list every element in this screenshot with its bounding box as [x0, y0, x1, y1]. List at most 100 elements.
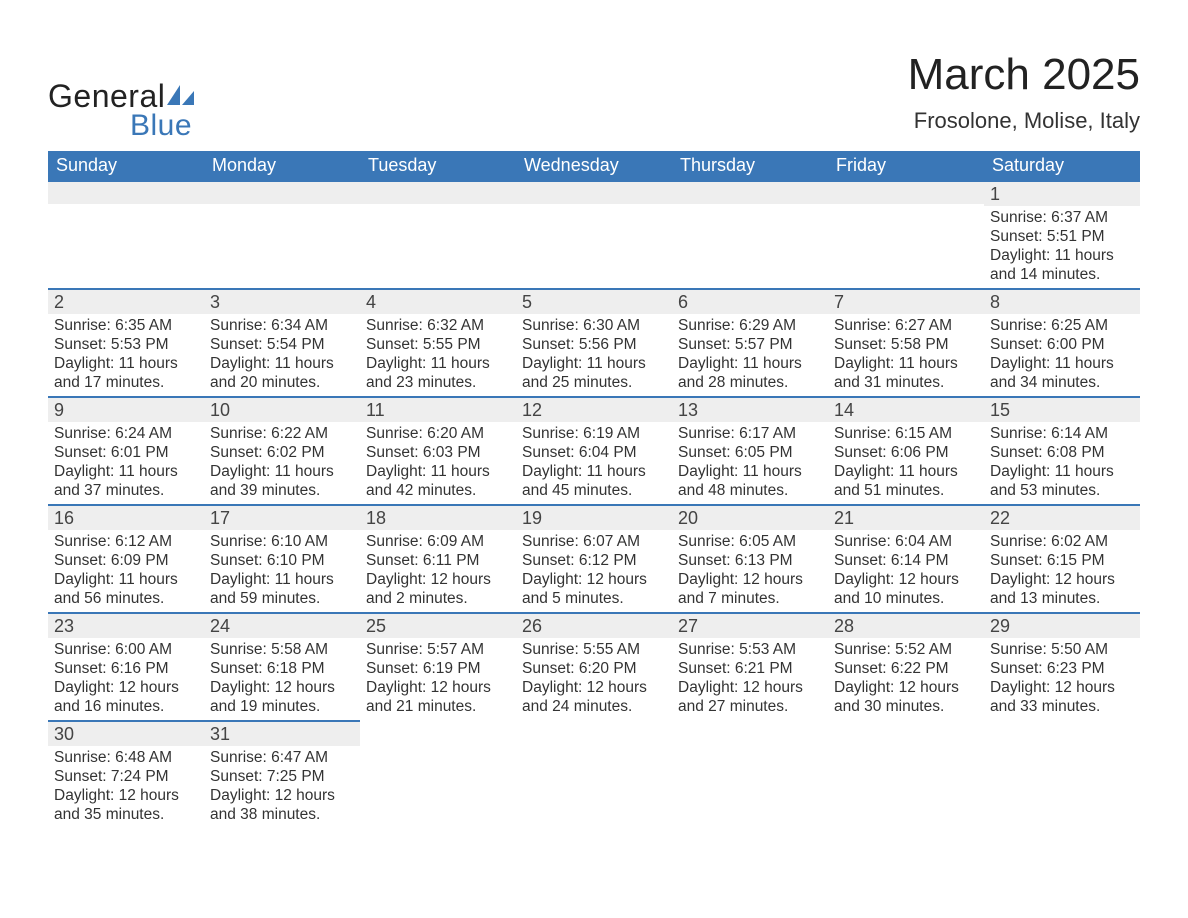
logo: General Blue: [48, 78, 195, 143]
day-number: 20: [672, 506, 828, 530]
day-body: [48, 204, 204, 280]
location: Frosolone, Molise, Italy: [908, 108, 1140, 134]
calendar-week: 23Sunrise: 6:00 AMSunset: 6:16 PMDayligh…: [48, 613, 1140, 721]
day-number: [360, 182, 516, 204]
day-body: Sunrise: 5:58 AMSunset: 6:18 PMDaylight:…: [204, 638, 360, 720]
day-body: Sunrise: 6:27 AMSunset: 5:58 PMDaylight:…: [828, 314, 984, 396]
calendar-week: 2Sunrise: 6:35 AMSunset: 5:53 PMDaylight…: [48, 289, 1140, 397]
day-number: 21: [828, 506, 984, 530]
calendar-cell: [672, 721, 828, 828]
day-body: Sunrise: 6:10 AMSunset: 6:10 PMDaylight:…: [204, 530, 360, 612]
calendar-cell: [360, 181, 516, 289]
calendar-cell: 12Sunrise: 6:19 AMSunset: 6:04 PMDayligh…: [516, 397, 672, 505]
day-body: [828, 204, 984, 280]
calendar-cell: [984, 721, 1140, 828]
day-number: 24: [204, 614, 360, 638]
weekday-header: Tuesday: [360, 151, 516, 181]
calendar-cell: 29Sunrise: 5:50 AMSunset: 6:23 PMDayligh…: [984, 613, 1140, 721]
day-body: Sunrise: 6:34 AMSunset: 5:54 PMDaylight:…: [204, 314, 360, 396]
calendar-cell: 24Sunrise: 5:58 AMSunset: 6:18 PMDayligh…: [204, 613, 360, 721]
day-body: Sunrise: 6:35 AMSunset: 5:53 PMDaylight:…: [48, 314, 204, 396]
day-body: Sunrise: 5:50 AMSunset: 6:23 PMDaylight:…: [984, 638, 1140, 720]
calendar-cell: [672, 181, 828, 289]
calendar-cell: 11Sunrise: 6:20 AMSunset: 6:03 PMDayligh…: [360, 397, 516, 505]
day-body: Sunrise: 6:37 AMSunset: 5:51 PMDaylight:…: [984, 206, 1140, 288]
calendar-cell: [48, 181, 204, 289]
day-number: 13: [672, 398, 828, 422]
day-body: [204, 204, 360, 280]
weekday-header: Sunday: [48, 151, 204, 181]
day-body: Sunrise: 6:14 AMSunset: 6:08 PMDaylight:…: [984, 422, 1140, 504]
logo-word2: Blue: [130, 109, 195, 143]
day-body: Sunrise: 6:07 AMSunset: 6:12 PMDaylight:…: [516, 530, 672, 612]
calendar-week: 16Sunrise: 6:12 AMSunset: 6:09 PMDayligh…: [48, 505, 1140, 613]
calendar-cell: 30Sunrise: 6:48 AMSunset: 7:24 PMDayligh…: [48, 721, 204, 828]
day-number: [672, 182, 828, 204]
calendar-cell: 8Sunrise: 6:25 AMSunset: 6:00 PMDaylight…: [984, 289, 1140, 397]
calendar-cell: [204, 181, 360, 289]
day-body: [672, 204, 828, 280]
day-body: Sunrise: 6:25 AMSunset: 6:00 PMDaylight:…: [984, 314, 1140, 396]
sail-icon: [167, 85, 195, 112]
calendar-cell: 19Sunrise: 6:07 AMSunset: 6:12 PMDayligh…: [516, 505, 672, 613]
day-number: 23: [48, 614, 204, 638]
day-number: 8: [984, 290, 1140, 314]
weekday-header: Monday: [204, 151, 360, 181]
day-number: 17: [204, 506, 360, 530]
day-body: Sunrise: 5:52 AMSunset: 6:22 PMDaylight:…: [828, 638, 984, 720]
day-number: 27: [672, 614, 828, 638]
calendar-cell: 4Sunrise: 6:32 AMSunset: 5:55 PMDaylight…: [360, 289, 516, 397]
day-body: Sunrise: 6:12 AMSunset: 6:09 PMDaylight:…: [48, 530, 204, 612]
calendar-cell: 25Sunrise: 5:57 AMSunset: 6:19 PMDayligh…: [360, 613, 516, 721]
day-number: 5: [516, 290, 672, 314]
calendar-cell: 6Sunrise: 6:29 AMSunset: 5:57 PMDaylight…: [672, 289, 828, 397]
day-body: [360, 743, 516, 819]
month-title: March 2025: [908, 50, 1140, 100]
day-number: 26: [516, 614, 672, 638]
weekday-header: Saturday: [984, 151, 1140, 181]
calendar-cell: 3Sunrise: 6:34 AMSunset: 5:54 PMDaylight…: [204, 289, 360, 397]
day-body: Sunrise: 6:48 AMSunset: 7:24 PMDaylight:…: [48, 746, 204, 828]
day-number: [984, 721, 1140, 743]
day-body: Sunrise: 6:05 AMSunset: 6:13 PMDaylight:…: [672, 530, 828, 612]
day-number: 25: [360, 614, 516, 638]
day-number: 16: [48, 506, 204, 530]
calendar-cell: 9Sunrise: 6:24 AMSunset: 6:01 PMDaylight…: [48, 397, 204, 505]
weekday-header: Wednesday: [516, 151, 672, 181]
day-number: 6: [672, 290, 828, 314]
calendar-cell: [828, 721, 984, 828]
calendar-cell: 23Sunrise: 6:00 AMSunset: 6:16 PMDayligh…: [48, 613, 204, 721]
day-number: [360, 721, 516, 743]
calendar-cell: 10Sunrise: 6:22 AMSunset: 6:02 PMDayligh…: [204, 397, 360, 505]
day-body: Sunrise: 6:32 AMSunset: 5:55 PMDaylight:…: [360, 314, 516, 396]
day-body: Sunrise: 5:57 AMSunset: 6:19 PMDaylight:…: [360, 638, 516, 720]
calendar-table: SundayMondayTuesdayWednesdayThursdayFrid…: [48, 151, 1140, 828]
calendar-week: 30Sunrise: 6:48 AMSunset: 7:24 PMDayligh…: [48, 721, 1140, 828]
day-number: 18: [360, 506, 516, 530]
calendar-cell: 5Sunrise: 6:30 AMSunset: 5:56 PMDaylight…: [516, 289, 672, 397]
calendar-cell: 1Sunrise: 6:37 AMSunset: 5:51 PMDaylight…: [984, 181, 1140, 289]
day-number: 2: [48, 290, 204, 314]
day-body: [828, 743, 984, 819]
calendar-cell: 13Sunrise: 6:17 AMSunset: 6:05 PMDayligh…: [672, 397, 828, 505]
day-number: 12: [516, 398, 672, 422]
day-body: Sunrise: 6:47 AMSunset: 7:25 PMDaylight:…: [204, 746, 360, 828]
day-body: Sunrise: 6:17 AMSunset: 6:05 PMDaylight:…: [672, 422, 828, 504]
day-number: 22: [984, 506, 1140, 530]
calendar-cell: 2Sunrise: 6:35 AMSunset: 5:53 PMDaylight…: [48, 289, 204, 397]
calendar-cell: [360, 721, 516, 828]
calendar-cell: 28Sunrise: 5:52 AMSunset: 6:22 PMDayligh…: [828, 613, 984, 721]
day-number: 30: [48, 722, 204, 746]
day-number: 14: [828, 398, 984, 422]
day-number: [516, 182, 672, 204]
day-number: 11: [360, 398, 516, 422]
calendar-cell: 26Sunrise: 5:55 AMSunset: 6:20 PMDayligh…: [516, 613, 672, 721]
calendar-cell: [516, 181, 672, 289]
day-body: [516, 743, 672, 819]
day-number: [48, 182, 204, 204]
day-body: Sunrise: 6:30 AMSunset: 5:56 PMDaylight:…: [516, 314, 672, 396]
day-body: [360, 204, 516, 280]
day-number: [204, 182, 360, 204]
calendar-cell: 15Sunrise: 6:14 AMSunset: 6:08 PMDayligh…: [984, 397, 1140, 505]
day-number: 4: [360, 290, 516, 314]
